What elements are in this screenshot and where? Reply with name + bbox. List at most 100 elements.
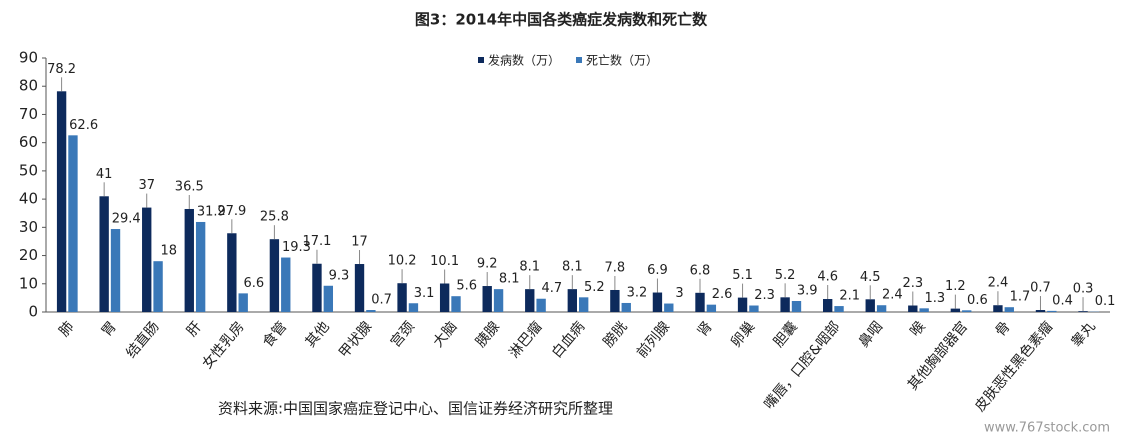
data-label: 3.1 <box>414 286 435 301</box>
bar <box>408 303 419 312</box>
bar <box>439 283 450 312</box>
data-label: 0.7 <box>371 293 392 308</box>
bar <box>908 305 918 312</box>
bar <box>68 135 78 312</box>
bar <box>397 283 407 312</box>
y-tick-label: 40 <box>19 190 38 208</box>
bar <box>664 303 674 312</box>
x-tick-label: 结直肠 <box>123 318 163 361</box>
data-label: 6.6 <box>244 276 265 291</box>
bar <box>56 91 67 313</box>
data-label: 8.1 <box>562 260 583 275</box>
data-label: 10.2 <box>388 254 417 269</box>
y-tick-label: 50 <box>19 161 38 179</box>
data-label: 19.3 <box>282 240 311 255</box>
data-label: 41 <box>96 167 113 182</box>
bar <box>142 207 152 312</box>
bar <box>536 298 546 312</box>
x-tick-label: 胆囊 <box>770 318 801 350</box>
bar <box>1047 310 1057 312</box>
legend-label: 死亡数（万） <box>586 53 658 68</box>
bar <box>695 292 705 312</box>
x-tick-label: 嘴唇，口腔&咽部 <box>761 319 843 413</box>
data-label: 6.8 <box>690 263 711 278</box>
bar <box>950 308 961 312</box>
source-note: 资料来源:中国国家癌症登记中心、国信证券经济研究所整理 <box>218 400 613 418</box>
data-label: 3.9 <box>797 283 818 298</box>
x-tick-label: 胰腺 <box>473 319 503 351</box>
data-label: 2.1 <box>839 289 860 304</box>
data-label: 10.1 <box>430 254 459 269</box>
data-label: 0.4 <box>1052 293 1073 308</box>
data-label: 4.5 <box>860 270 881 285</box>
data-label: 18 <box>160 244 177 259</box>
bar <box>269 239 280 312</box>
x-tick-label: 卵巢 <box>728 319 758 351</box>
bar <box>962 310 972 312</box>
x-tick-label: 甲状腺 <box>336 319 375 361</box>
x-tick-label: 大脑 <box>430 319 460 351</box>
bar <box>99 196 109 312</box>
y-tick-label: 60 <box>19 133 38 151</box>
data-label: 0.3 <box>1073 282 1094 297</box>
x-tick-label: 胃 <box>99 319 120 340</box>
data-label: 3 <box>675 286 683 301</box>
data-label: 62.6 <box>69 118 98 133</box>
data-label: 1.7 <box>1010 290 1031 305</box>
data-label: 25.8 <box>260 210 289 225</box>
y-tick-label: 70 <box>19 105 38 123</box>
x-tick-label: 肝 <box>184 319 205 340</box>
x-tick-label: 女性乳房 <box>199 318 248 372</box>
data-label: 5.1 <box>732 268 753 283</box>
bar <box>834 306 844 312</box>
data-label: 2.3 <box>754 288 775 303</box>
bar <box>822 299 833 312</box>
bar <box>567 289 577 312</box>
bar <box>876 305 887 312</box>
bar <box>153 261 163 312</box>
x-tick-label: 淋巴瘤 <box>506 318 546 361</box>
data-label: 0.6 <box>967 293 988 308</box>
bar <box>919 308 929 312</box>
data-label: 36.5 <box>175 179 204 194</box>
data-label: 17.1 <box>302 234 331 249</box>
bar <box>493 289 504 312</box>
x-tick-label: 宫颈 <box>388 319 418 351</box>
x-tick-label: 肾 <box>695 319 716 340</box>
data-label: 37 <box>138 178 155 193</box>
legend-swatch <box>576 57 582 63</box>
bar <box>227 233 237 312</box>
x-tick-label: 睾丸 <box>1069 319 1099 351</box>
bar <box>791 300 802 312</box>
data-label: 3.2 <box>627 285 648 300</box>
bar <box>195 221 206 312</box>
y-tick-label: 30 <box>19 218 38 236</box>
bar <box>993 305 1003 312</box>
bar <box>706 304 717 312</box>
y-tick-label: 10 <box>19 274 38 292</box>
bar <box>780 297 790 312</box>
x-tick-label: 白血病 <box>549 319 588 361</box>
bar <box>323 285 334 312</box>
data-label: 8.1 <box>499 272 520 287</box>
watermark: www.767stock.com <box>984 421 1110 436</box>
bar <box>621 302 631 312</box>
bar <box>579 297 589 312</box>
bar <box>737 297 748 312</box>
data-label: 2.4 <box>882 288 903 303</box>
y-tick-label: 20 <box>19 246 38 264</box>
bar <box>110 229 121 312</box>
data-label: 5.6 <box>456 279 477 294</box>
bar <box>312 263 322 312</box>
bar <box>354 264 365 312</box>
data-label: 0.1 <box>1095 294 1116 309</box>
data-label: 4.7 <box>541 281 562 296</box>
bar <box>1035 310 1046 312</box>
data-label: 1.3 <box>924 291 945 306</box>
x-tick-label: 喉 <box>907 319 928 340</box>
bar <box>865 299 875 312</box>
data-label: 7.8 <box>605 260 626 275</box>
legend-label: 发病数（万） <box>488 53 560 68</box>
data-label: 1.2 <box>945 279 966 294</box>
y-tick-label: 80 <box>19 77 38 95</box>
